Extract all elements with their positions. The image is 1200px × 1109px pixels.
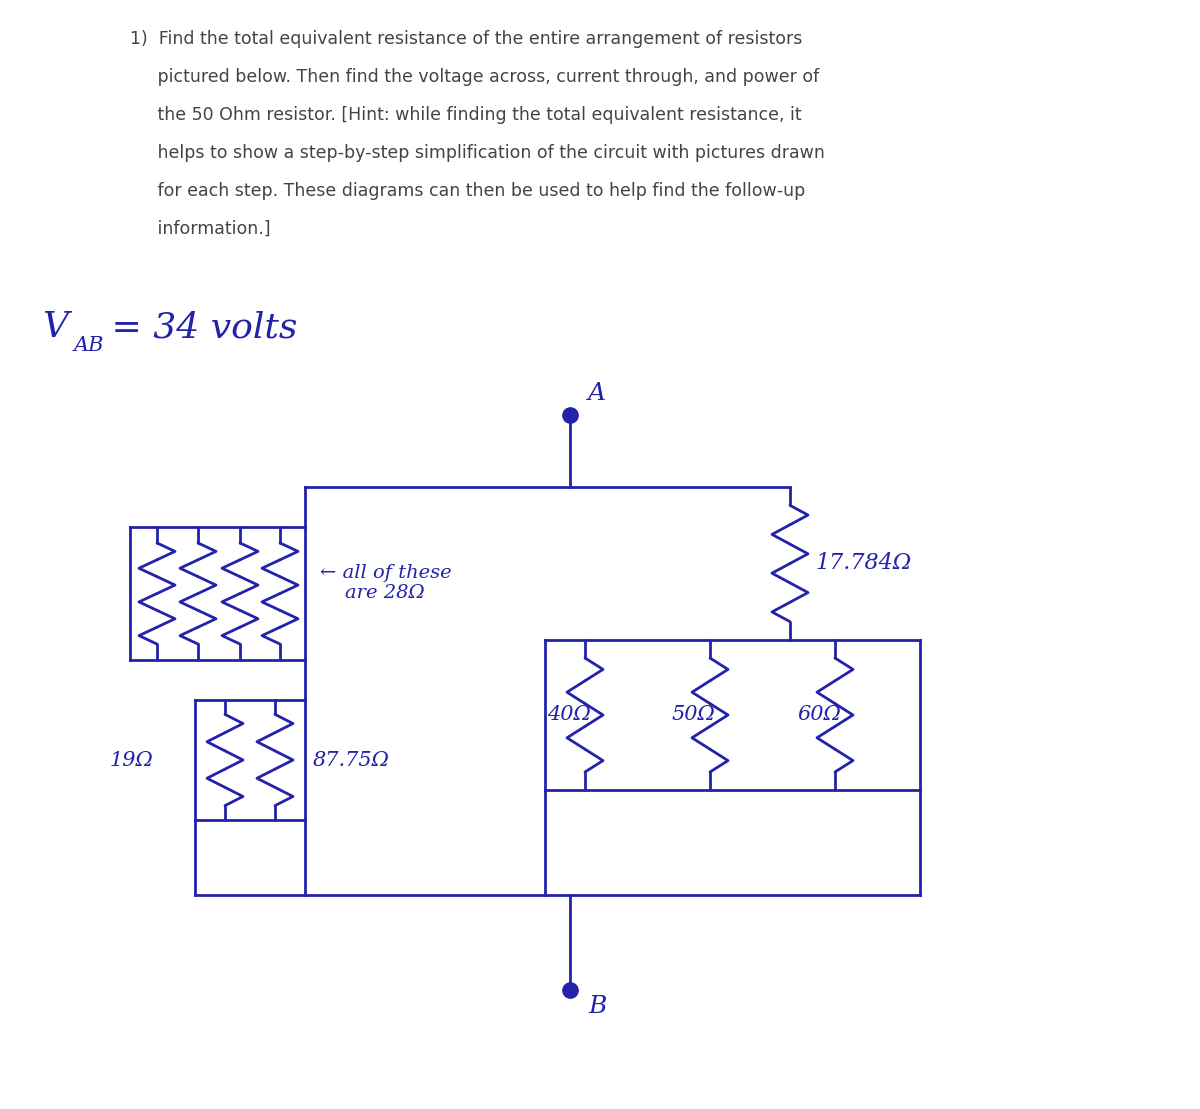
Text: the 50 Ohm resistor. [Hint: while finding the total equivalent resistance, it: the 50 Ohm resistor. [Hint: while findin… xyxy=(130,106,802,124)
Text: 60Ω: 60Ω xyxy=(797,705,841,724)
Text: 1)  Find the total equivalent resistance of the entire arrangement of resistors: 1) Find the total equivalent resistance … xyxy=(130,30,803,48)
Text: 17.784Ω: 17.784Ω xyxy=(815,552,911,574)
Text: AB: AB xyxy=(74,336,104,355)
Text: 40Ω: 40Ω xyxy=(547,705,590,724)
Text: 19Ω: 19Ω xyxy=(110,751,154,770)
Text: A: A xyxy=(588,381,606,405)
Text: pictured below. Then find the voltage across, current through, and power of: pictured below. Then find the voltage ac… xyxy=(130,68,820,87)
Text: V: V xyxy=(42,311,68,344)
Text: ← all of these
    are 28Ω: ← all of these are 28Ω xyxy=(320,563,451,602)
Text: 87.75Ω: 87.75Ω xyxy=(313,751,390,770)
Text: 50Ω: 50Ω xyxy=(672,705,715,724)
Text: = 34 volts: = 34 volts xyxy=(100,311,298,344)
Text: B: B xyxy=(588,995,606,1018)
Text: information.]: information.] xyxy=(130,220,271,238)
Text: for each step. These diagrams can then be used to help find the follow-up: for each step. These diagrams can then b… xyxy=(130,182,805,200)
Text: helps to show a step-by-step simplification of the circuit with pictures drawn: helps to show a step-by-step simplificat… xyxy=(130,144,824,162)
